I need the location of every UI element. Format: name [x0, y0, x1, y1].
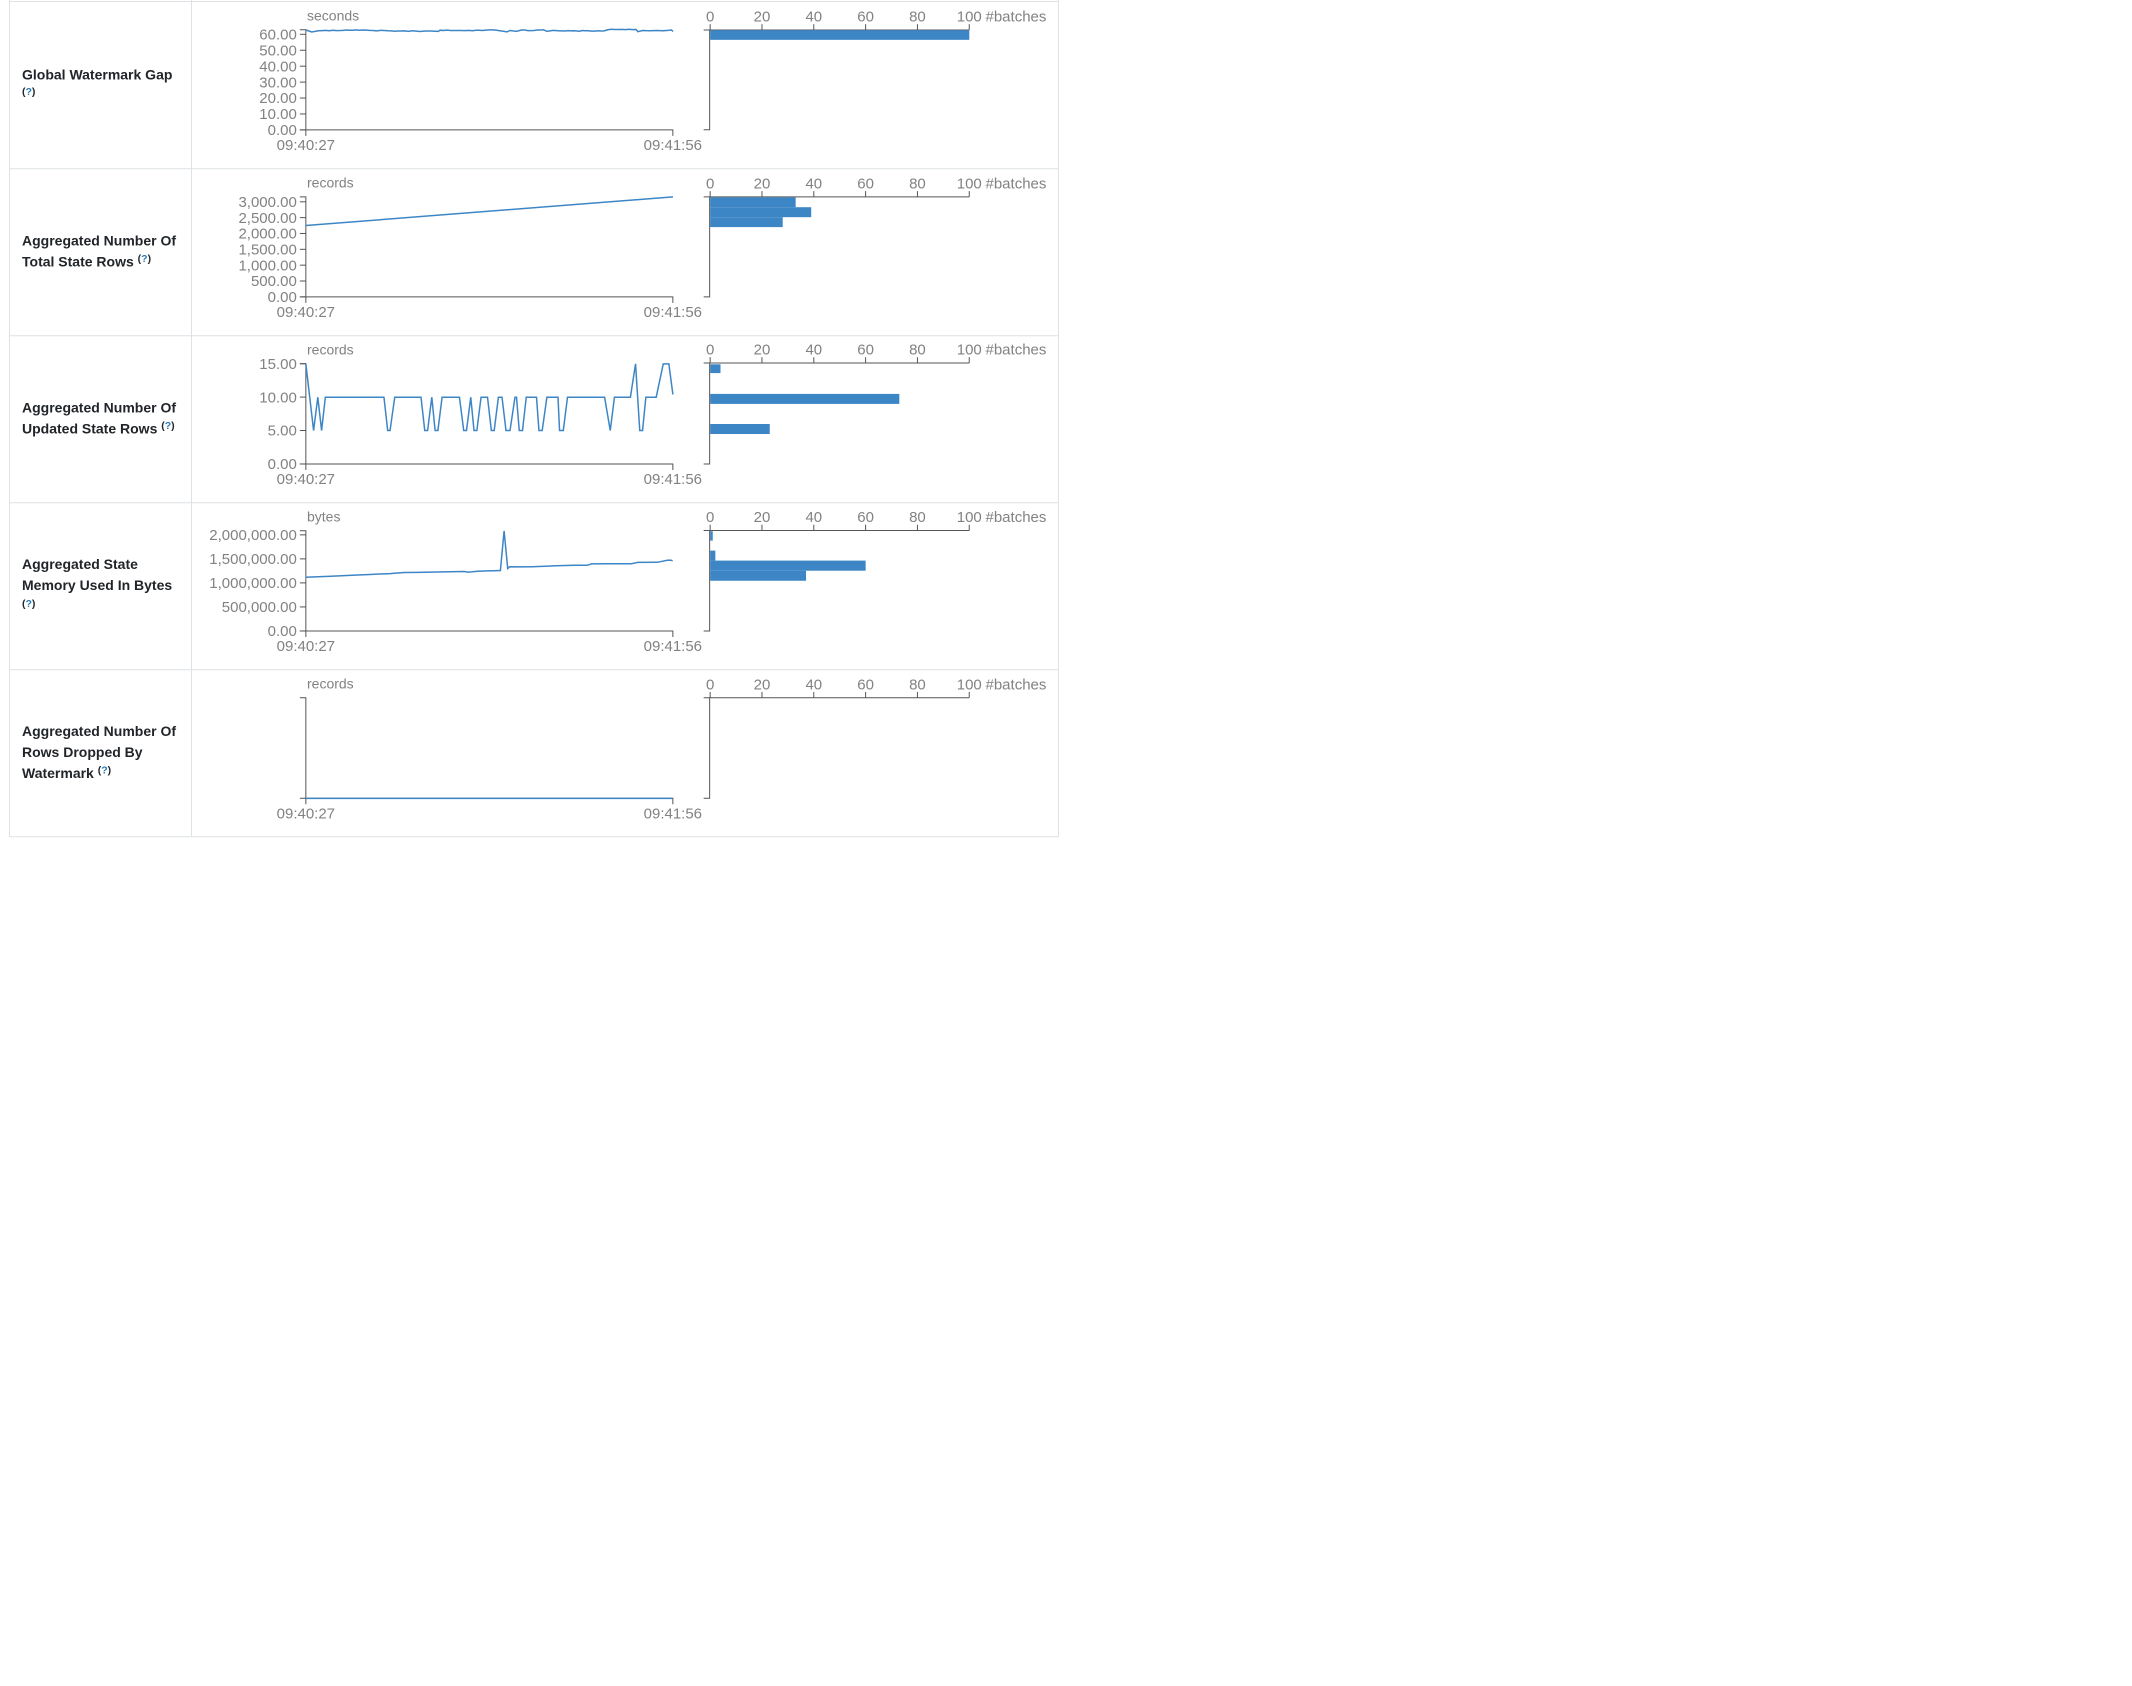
- svg-text:5.00: 5.00: [268, 423, 297, 440]
- svg-text:60: 60: [857, 8, 874, 25]
- svg-text:100: 100: [957, 342, 982, 359]
- svg-text:09:41:56: 09:41:56: [644, 137, 702, 154]
- svg-text:40: 40: [805, 676, 822, 693]
- svg-text:#batches: #batches: [986, 676, 1047, 693]
- svg-text:1,500,000.00: 1,500,000.00: [209, 551, 297, 568]
- svg-text:1,500.00: 1,500.00: [238, 242, 296, 259]
- svg-text:20: 20: [754, 676, 771, 693]
- svg-text:Memory Used In Bytes: Memory Used In Bytes: [22, 577, 172, 593]
- svg-text:60: 60: [857, 175, 874, 192]
- svg-text:Rows Dropped By: Rows Dropped By: [22, 744, 143, 760]
- svg-text:09:41:56: 09:41:56: [644, 805, 702, 822]
- svg-text:records: records: [307, 676, 354, 692]
- svg-text:80: 80: [909, 342, 926, 359]
- svg-text:40: 40: [805, 509, 822, 526]
- svg-text:1,000,000.00: 1,000,000.00: [209, 575, 297, 592]
- svg-text:#batches: #batches: [986, 8, 1047, 25]
- svg-text:Global Watermark Gap: Global Watermark Gap: [22, 67, 172, 83]
- svg-text:40: 40: [805, 342, 822, 359]
- svg-text:80: 80: [909, 8, 926, 25]
- svg-text:50.00: 50.00: [259, 42, 297, 59]
- svg-text:500,000.00: 500,000.00: [222, 599, 297, 616]
- svg-text:Aggregated Number Of: Aggregated Number Of: [22, 232, 176, 248]
- svg-text:0: 0: [706, 8, 714, 25]
- svg-text:seconds: seconds: [307, 7, 359, 23]
- svg-text:60: 60: [857, 676, 874, 693]
- svg-text:0.00: 0.00: [268, 623, 297, 640]
- svg-text:#batches: #batches: [986, 342, 1047, 359]
- svg-text:100: 100: [957, 676, 982, 693]
- svg-text:Aggregated Number Of: Aggregated Number Of: [22, 399, 176, 415]
- svg-text:60: 60: [857, 342, 874, 359]
- svg-text:0: 0: [706, 509, 714, 526]
- svg-text:Aggregated State: Aggregated State: [22, 556, 138, 572]
- svg-text:09:40:27: 09:40:27: [277, 638, 335, 655]
- svg-text:20.00: 20.00: [259, 90, 297, 107]
- svg-text:40: 40: [805, 8, 822, 25]
- svg-text:2,000.00: 2,000.00: [238, 226, 296, 243]
- svg-text:0: 0: [706, 676, 714, 693]
- svg-text:2,000,000.00: 2,000,000.00: [209, 527, 297, 544]
- svg-text:09:41:56: 09:41:56: [644, 471, 702, 488]
- svg-text:09:40:27: 09:40:27: [277, 304, 335, 321]
- svg-text:100: 100: [957, 175, 982, 192]
- svg-text:09:40:27: 09:40:27: [277, 137, 335, 154]
- svg-text:20: 20: [754, 342, 771, 359]
- svg-text:(?): (?): [22, 86, 35, 98]
- svg-text:80: 80: [909, 509, 926, 526]
- svg-text:10.00: 10.00: [259, 389, 297, 406]
- svg-text:10.00: 10.00: [259, 106, 297, 123]
- svg-text:100: 100: [957, 8, 982, 25]
- svg-text:80: 80: [909, 175, 926, 192]
- svg-text:100: 100: [957, 509, 982, 526]
- svg-text:60: 60: [857, 509, 874, 526]
- svg-text:Watermark (?): Watermark (?): [22, 765, 111, 782]
- svg-text:09:40:27: 09:40:27: [277, 471, 335, 488]
- svg-text:20: 20: [754, 175, 771, 192]
- svg-text:80: 80: [909, 676, 926, 693]
- svg-text:Updated State Rows (?): Updated State Rows (?): [22, 420, 175, 437]
- svg-text:(?): (?): [22, 598, 35, 610]
- svg-text:30.00: 30.00: [259, 74, 297, 91]
- svg-text:15.00: 15.00: [259, 356, 297, 373]
- svg-text:40: 40: [805, 175, 822, 192]
- svg-text:09:41:56: 09:41:56: [644, 304, 702, 321]
- svg-text:40.00: 40.00: [259, 58, 297, 75]
- svg-text:#batches: #batches: [986, 509, 1047, 526]
- svg-text:records: records: [307, 175, 354, 191]
- svg-text:09:40:27: 09:40:27: [277, 805, 335, 822]
- svg-text:20: 20: [754, 509, 771, 526]
- svg-text:09:41:56: 09:41:56: [644, 638, 702, 655]
- svg-text:#batches: #batches: [986, 175, 1047, 192]
- svg-text:0: 0: [706, 342, 714, 359]
- svg-text:1,000.00: 1,000.00: [238, 257, 296, 274]
- svg-text:0.00: 0.00: [268, 289, 297, 306]
- svg-text:3,000.00: 3,000.00: [238, 194, 296, 211]
- svg-text:60.00: 60.00: [259, 27, 297, 44]
- svg-text:records: records: [307, 342, 354, 358]
- svg-text:0: 0: [706, 175, 714, 192]
- svg-text:500.00: 500.00: [251, 273, 297, 290]
- svg-text:0.00: 0.00: [268, 456, 297, 473]
- svg-text:2,500.00: 2,500.00: [238, 210, 296, 227]
- svg-text:20: 20: [754, 8, 771, 25]
- svg-text:0.00: 0.00: [268, 122, 297, 139]
- svg-text:Aggregated Number Of: Aggregated Number Of: [22, 723, 176, 739]
- svg-text:bytes: bytes: [307, 509, 340, 525]
- svg-text:Total State Rows (?): Total State Rows (?): [22, 253, 151, 270]
